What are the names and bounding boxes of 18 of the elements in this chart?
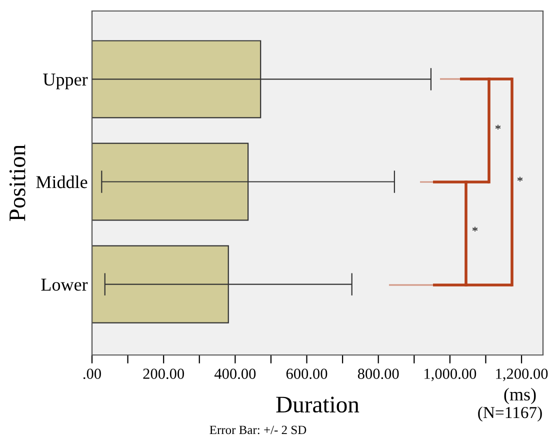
x-tick-label: .00 xyxy=(83,368,101,380)
y-tick-label: Upper xyxy=(43,74,88,90)
x-axis-title: Duration xyxy=(276,396,360,413)
text: Error Bar: +/- 2 SD xyxy=(210,426,306,434)
y-tick-label: Middle xyxy=(36,175,88,188)
text: (N=1167) xyxy=(478,406,542,422)
text: (ms) xyxy=(504,388,536,404)
y-axis-title: Position xyxy=(9,144,26,222)
annotation: * xyxy=(495,124,501,130)
x-tick-label: 200.00 xyxy=(143,368,184,380)
annotation: * xyxy=(517,176,523,182)
x-tick-label: 1,000.00 xyxy=(424,368,476,382)
x-tick-label: 600.00 xyxy=(286,368,328,380)
x-tick-label: 1,200.00 xyxy=(496,368,548,382)
x-tick-label: 800.00 xyxy=(358,368,399,380)
y-tick-label: Lower xyxy=(41,278,88,291)
x-tick-label: 400.00 xyxy=(214,368,256,380)
annotation: * xyxy=(472,226,478,232)
